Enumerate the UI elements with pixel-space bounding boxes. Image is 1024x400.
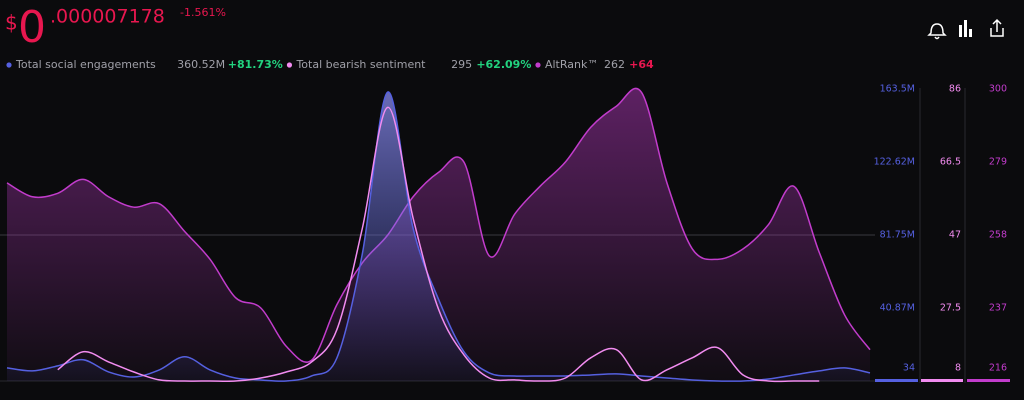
y-tick-label: 163.5M [880,84,915,95]
y-tick-label: 300 [989,84,1007,95]
price-change: -1.561% [180,6,226,19]
price-decimals: .000007178 [50,6,165,28]
legend-change: +64 [629,58,654,71]
price-integer: 0 [18,2,46,53]
y-tick-label: 237 [989,303,1007,314]
legend-change: +62.09% [476,58,531,71]
legend-value: 262 [604,58,625,71]
y-tick-label: 40.87M [880,303,915,314]
y-tick-label: 216 [989,363,1007,374]
line [6,87,871,363]
chart-icon[interactable] [959,20,972,37]
area [7,88,870,381]
y-tick-label: 34 [903,363,915,374]
legend-value: 295 [451,58,472,71]
legend-label: Total bearish sentiment [295,58,426,71]
axis-marker [875,379,918,382]
legend-change: +81.73% [228,58,283,71]
legend-swatch [286,62,293,68]
y-tick-label: 86 [949,84,961,95]
y-tick-label: 27.5 [940,303,961,314]
bell-icon[interactable] [927,23,947,40]
y-tick-label: 8 [955,363,961,374]
y-tick-label: 47 [949,230,961,241]
legend-value: 360.52M [177,58,225,71]
legend-label: AltRank™ [545,58,598,71]
y-tick-label: 279 [989,157,1007,168]
axis-marker [967,379,1010,382]
area [7,91,870,382]
y-tick-label: 81.75M [880,230,915,241]
line [6,91,871,382]
y-tick-label: 258 [989,230,1007,241]
y-tick-label: 122.62M [874,157,915,168]
currency: $ [5,11,18,35]
legend-swatch [6,62,12,68]
legend-swatch [535,62,541,68]
legend-label: Total social engagements [15,58,156,71]
y-tick-label: 66.5 [940,157,961,168]
share-icon[interactable] [990,18,1004,37]
line [57,106,820,383]
axis-marker [921,379,963,382]
